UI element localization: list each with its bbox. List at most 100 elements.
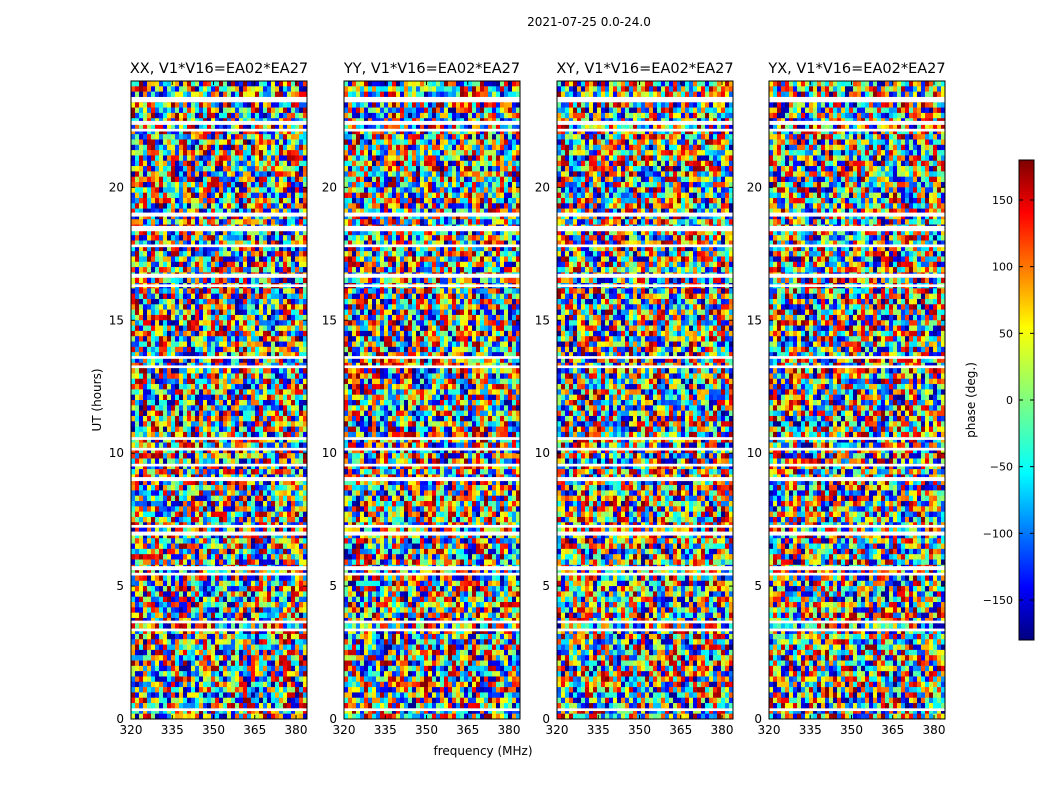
- phase-cell: [299, 102, 304, 108]
- phase-cell: [279, 623, 284, 629]
- phase-cell: [279, 405, 284, 411]
- phase-cell: [231, 325, 236, 332]
- phase-cell: [219, 336, 224, 342]
- phase-cell: [167, 655, 172, 661]
- phase-cell: [155, 293, 160, 300]
- phase-cell: [259, 368, 264, 374]
- phase-cell: [239, 458, 244, 465]
- phase-cell: [271, 591, 276, 598]
- phase-cell: [295, 575, 300, 582]
- phase-cell: [239, 426, 244, 433]
- phase-cell: [271, 235, 276, 241]
- phase-cell: [295, 330, 300, 337]
- phase-cell: [291, 431, 296, 438]
- phase-cell: [243, 144, 248, 151]
- phase-cell: [179, 644, 184, 651]
- phase-cell: [199, 325, 204, 332]
- phase-cell: [247, 309, 252, 316]
- phase-cell: [299, 176, 304, 183]
- phase-cell: [203, 160, 208, 167]
- phase-cell: [171, 155, 176, 162]
- phase-cell: [219, 384, 224, 390]
- phase-cell: [155, 261, 160, 268]
- phase-cell: [251, 330, 256, 337]
- phase-cell: [175, 171, 180, 177]
- phase-cell: [279, 586, 284, 592]
- phase-cell: [291, 623, 296, 629]
- phase-cell: [151, 501, 156, 507]
- phase-cell: [231, 128, 236, 135]
- phase-cell: [191, 580, 196, 587]
- phase-cell: [267, 81, 272, 87]
- phase-cell: [247, 527, 252, 534]
- phase-cell: [203, 644, 208, 651]
- phase-cell: [215, 485, 220, 491]
- phase-cell: [155, 506, 160, 512]
- phase-cell: [143, 203, 148, 209]
- phase-cell: [147, 304, 152, 310]
- phase-cell: [235, 123, 240, 130]
- phase-cell: [183, 112, 188, 119]
- phase-cell: [191, 352, 196, 358]
- phase-cell: [183, 649, 188, 656]
- phase-cell: [223, 155, 228, 162]
- phase-cell: [147, 453, 152, 459]
- phase-cell: [275, 649, 280, 656]
- phase-cell: [215, 251, 220, 257]
- phase-cell: [151, 442, 156, 449]
- phase-cell: [299, 644, 304, 651]
- phase-cell: [171, 229, 176, 236]
- phase-cell: [203, 240, 208, 247]
- phase-cell: [255, 197, 260, 204]
- phase-cell: [279, 309, 284, 316]
- phase-cell: [135, 240, 140, 247]
- phase-cell: [251, 251, 256, 257]
- phase-cell: [303, 373, 308, 380]
- phase-cell: [135, 532, 140, 539]
- phase-cell: [215, 267, 220, 273]
- phase-cell: [219, 602, 224, 608]
- phase-cell: [191, 442, 196, 449]
- phase-cell: [243, 421, 248, 427]
- phase-cell: [235, 384, 240, 390]
- phase-cell: [255, 426, 260, 433]
- phase-cell: [211, 261, 216, 268]
- phase-cell: [163, 516, 168, 523]
- phase-cell: [211, 384, 216, 390]
- phase-cell: [207, 256, 212, 263]
- phase-cell: [159, 511, 164, 518]
- phase-cell: [303, 352, 308, 358]
- phase-cell: [247, 649, 252, 656]
- phase-cell: [143, 346, 148, 353]
- phase-cell: [135, 469, 140, 475]
- phase-cell: [303, 166, 308, 172]
- phase-cell: [287, 453, 292, 459]
- phase-cell: [163, 123, 168, 130]
- phase-cell: [183, 155, 188, 162]
- phase-cell: [143, 144, 148, 151]
- phase-cell: [147, 229, 152, 236]
- phase-cell: [195, 277, 200, 284]
- phase-cell: [159, 192, 164, 199]
- phase-cell: [283, 511, 288, 518]
- phase-cell: [139, 182, 144, 188]
- phase-cell: [159, 591, 164, 598]
- phase-cell: [163, 373, 168, 380]
- phase-cell: [251, 346, 256, 353]
- phase-cell: [135, 346, 140, 353]
- phase-cell: [139, 197, 144, 204]
- phase-cell: [255, 139, 260, 146]
- phase-cell: [251, 463, 256, 470]
- phase-cell: [183, 357, 188, 364]
- phase-cell: [283, 559, 288, 566]
- phase-cell: [139, 580, 144, 587]
- phase-cell: [263, 559, 268, 566]
- phase-cell: [219, 155, 224, 162]
- phase-cell: [199, 304, 204, 310]
- phase-cell: [275, 586, 280, 592]
- phase-cell: [275, 128, 280, 135]
- phase-cell: [267, 607, 272, 613]
- phase-cell: [275, 346, 280, 353]
- phase-cell: [139, 644, 144, 651]
- phase-cell: [131, 112, 136, 119]
